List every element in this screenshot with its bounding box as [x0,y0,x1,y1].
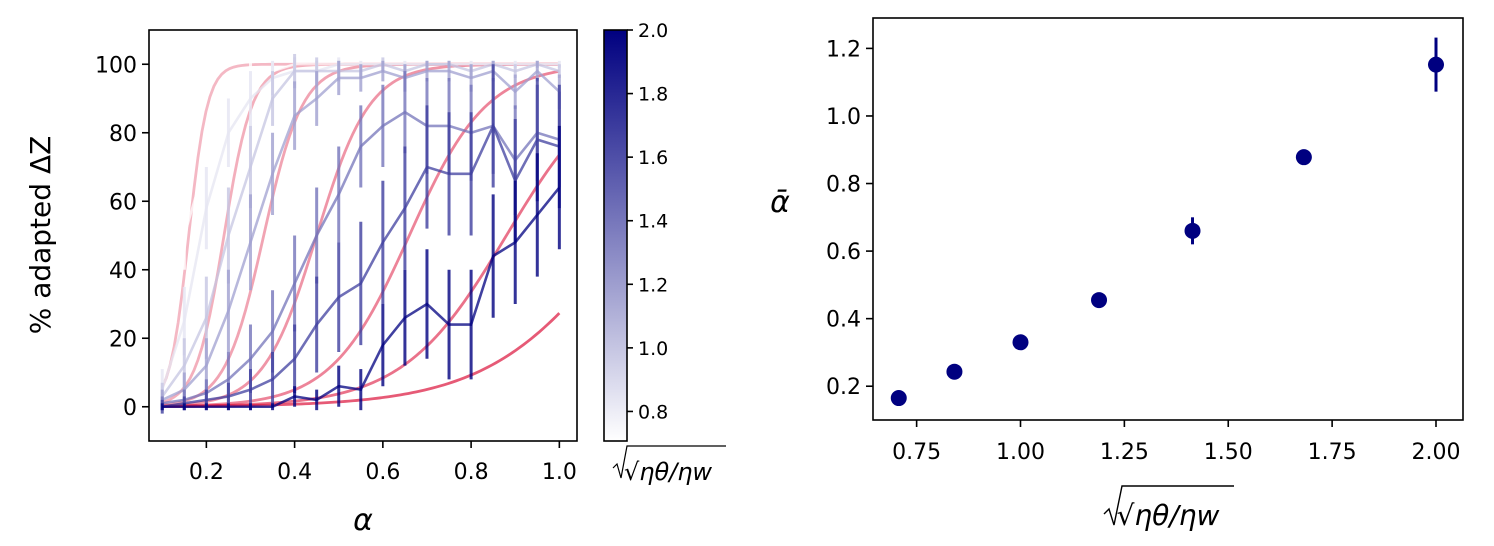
x-tick-label: 1.75 [1308,440,1357,465]
y-tick-label: 0.2 [826,375,861,400]
colorbar-frame [603,29,628,442]
x-tick-label: 0.2 [189,460,224,485]
colorbar-tick-label: 1.4 [638,211,668,233]
right-y-ticks: 0.2 0.4 0.6 0.8 1.0 1.2 [826,37,873,400]
left-plot-frame [148,29,578,442]
right-y-axis-label: ᾱ [770,185,790,220]
left-plot: 0.2 0.4 0.6 0.8 1.0 0 20 40 60 80 100 α % adapted… [24,29,578,538]
y-tick-label: 80 [109,122,137,147]
colorbar-label: √ηθ/ηw [624,458,712,486]
x-tick-label: 1.0 [542,460,577,485]
right-plot: 0.75 1.00 1.25 1.50 1.75 2.00 0.2 0.4 0.6 0.8 1.0… [770,17,1464,532]
scatter-points [890,37,1444,407]
x-tick-label: 0.6 [365,460,400,485]
series-lines [160,53,561,414]
x-tick-label: 1.50 [1204,440,1253,465]
x-tick-label: 1.25 [1100,440,1149,465]
y-tick-label: 0 [123,396,137,421]
series-6 [160,125,561,411]
y-tick-label: 0.6 [826,240,861,265]
colorbar: 0.8 1.0 1.2 1.4 1.6 1.8 2.0 √ηθ/ηw [603,20,726,486]
colorbar-ticks: 0.8 1.0 1.2 1.4 1.6 1.8 2.0 [612,20,726,479]
x-tick-label: 1.00 [996,440,1045,465]
colorbar-label-radical [612,445,726,479]
series-line [162,122,560,409]
scatter-point [1427,56,1444,73]
colorbar-tick-label: 1.8 [638,84,668,106]
colorbar-tick-label: 1.0 [638,338,668,360]
x-tick-label: 0.4 [277,460,312,485]
colorbar-gradient [604,30,627,441]
x-label-radical [1103,485,1234,526]
scatter-point [1184,222,1201,239]
left-y-axis-label: % adapted ΔZ [24,136,57,335]
x-tick-label: 0.8 [454,460,489,485]
scatter-point [946,363,963,380]
colorbar-tick-label: 0.8 [638,401,668,423]
scatter-point [1091,292,1108,309]
left-y-ticks: 0 20 40 60 80 100 [95,53,149,421]
right-x-axis-label: √ηθ/ηw [1117,499,1220,532]
y-tick-label: 100 [95,53,137,78]
y-tick-label: 40 [109,259,137,284]
left-x-axis-label: α [353,503,373,538]
y-tick-label: 60 [109,190,137,215]
y-tick-label: 1.2 [826,37,861,62]
right-x-ticks: 0.75 1.00 1.25 1.50 1.75 2.00 [892,420,1461,526]
scatter-point [1012,334,1029,351]
right-plot-frame [872,17,1464,421]
y-tick-label: 20 [109,327,137,352]
x-tick-label: 2.00 [1412,440,1461,465]
y-tick-label: 1.0 [826,105,861,130]
y-tick-label: 0.4 [826,308,861,333]
scatter-point [1295,149,1312,166]
y-tick-label: 0.8 [826,173,861,198]
left-x-ticks: 0.2 0.4 0.6 0.8 1.0 [189,441,577,485]
colorbar-tick-label: 1.6 [638,147,668,169]
scatter-point [890,390,907,407]
colorbar-tick-label: 2.0 [638,20,668,42]
series-line [162,186,561,409]
x-tick-label: 0.75 [892,440,941,465]
colorbar-tick-label: 1.2 [638,274,668,296]
